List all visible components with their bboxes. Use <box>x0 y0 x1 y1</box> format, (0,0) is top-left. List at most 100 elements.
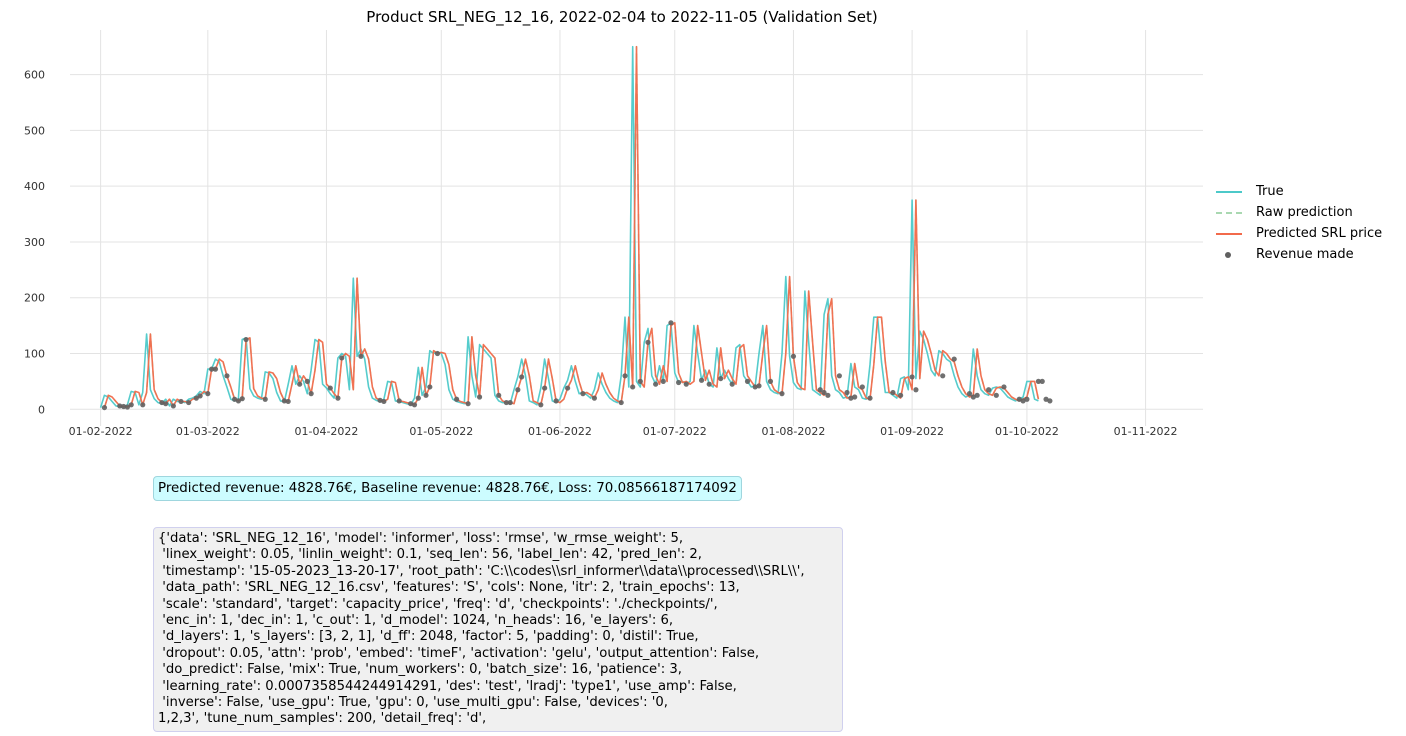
chart: Product SRL_NEG_12_16, 2022-02-04 to 202… <box>24 8 1203 438</box>
revenue-point <box>756 383 762 389</box>
revenue-point <box>507 399 513 406</box>
revenue-point <box>618 399 624 406</box>
y-tick-label: 300 <box>24 236 45 249</box>
revenue-point <box>285 398 291 405</box>
y-tick-label: 400 <box>24 180 45 193</box>
series-line-predicted-srl-price <box>103 45 1040 408</box>
revenue-point <box>825 392 831 398</box>
revenue-point <box>476 394 483 400</box>
revenue-point <box>465 401 471 407</box>
y-tick-label: 500 <box>24 124 45 137</box>
revenue-point <box>676 379 682 386</box>
series-line-true <box>99 45 1039 408</box>
revenue-point <box>660 378 666 384</box>
revenue-point <box>128 402 134 408</box>
revenue-point <box>262 396 268 402</box>
revenue-point <box>913 387 919 393</box>
y-tick-label: 600 <box>24 69 45 82</box>
revenue-point <box>1047 398 1053 404</box>
model-parameters: {'data': 'SRL_NEG_12_16', 'model': 'info… <box>153 527 843 732</box>
revenue-point <box>683 381 689 387</box>
revenue-summary: Predicted revenue: 4828.76€, Baseline re… <box>153 476 742 501</box>
revenue-point <box>197 393 203 399</box>
revenue-point <box>859 384 865 390</box>
revenue-point <box>729 381 735 387</box>
x-tick-label: 01-10-2022 <box>995 425 1059 438</box>
revenue-point <box>434 350 441 357</box>
y-tick-label: 100 <box>24 347 45 360</box>
revenue-point <box>124 404 131 410</box>
revenue-point <box>358 353 364 359</box>
revenue-point <box>817 387 823 393</box>
legend: True Raw prediction Predicted SRL price … <box>1214 181 1382 265</box>
revenue-point <box>951 356 957 362</box>
revenue-point <box>637 378 643 384</box>
x-tick-label: 01-11-2022 <box>1114 425 1178 438</box>
x-tick-label: 01-09-2022 <box>880 425 944 438</box>
x-tick-label: 01-02-2022 <box>69 425 133 438</box>
revenue-point <box>645 339 651 345</box>
plot-area <box>99 45 1053 411</box>
revenue-point <box>890 389 896 396</box>
revenue-point <box>515 387 521 393</box>
revenue-point <box>186 399 192 406</box>
series-revenue-made <box>101 320 1053 411</box>
revenue-point <box>580 391 586 397</box>
legend-swatch-revenue-made <box>1214 249 1244 261</box>
revenue-point <box>163 401 169 407</box>
axes: 0 100 200 300 400 500 600 01-02-2022 01-03-2022 0… <box>24 69 1178 438</box>
revenue-point <box>235 398 242 404</box>
legend-label-revenue-made: Revenue made <box>1256 247 1354 262</box>
revenue-point <box>327 385 333 391</box>
legend-item-predicted-srl-price: Predicted SRL price <box>1214 223 1382 244</box>
revenue-point <box>415 395 421 401</box>
revenue-point <box>205 391 211 397</box>
revenue-point <box>281 398 287 404</box>
revenue-point <box>396 398 402 404</box>
revenue-point <box>718 375 724 382</box>
legend-item-raw-prediction: Raw prediction <box>1214 202 1382 223</box>
revenue-point <box>411 402 418 408</box>
legend-label-predicted-srl-price: Predicted SRL price <box>1256 226 1383 241</box>
x-tick-label: 01-08-2022 <box>761 425 825 438</box>
revenue-point <box>120 403 127 410</box>
chart-title: Product SRL_NEG_12_16, 2022-02-04 to 202… <box>366 8 877 27</box>
revenue-point <box>974 392 980 398</box>
revenue-point <box>178 398 184 405</box>
revenue-point <box>630 384 636 390</box>
revenue-point <box>940 373 946 379</box>
revenue-point <box>381 398 387 405</box>
revenue-point <box>304 378 310 384</box>
revenue-point <box>193 395 199 401</box>
revenue-point <box>767 378 774 384</box>
revenue-point <box>706 381 712 387</box>
revenue-point <box>790 353 797 359</box>
legend-item-revenue-made: Revenue made <box>1214 244 1382 265</box>
revenue-point <box>779 391 785 397</box>
revenue-point <box>852 394 858 400</box>
revenue-point <box>844 389 850 396</box>
x-tick-label: 01-04-2022 <box>294 425 358 438</box>
x-tick-label: 01-05-2022 <box>409 425 473 438</box>
revenue-point <box>224 373 230 379</box>
legend-label-true: True <box>1256 184 1284 199</box>
revenue-point <box>1024 396 1030 402</box>
revenue-point <box>993 392 999 398</box>
revenue-point <box>1039 378 1045 384</box>
revenue-point <box>821 389 827 396</box>
revenue-point <box>243 336 249 343</box>
revenue-point <box>909 374 915 380</box>
revenue-point <box>898 392 904 398</box>
revenue-point <box>542 385 548 391</box>
revenue-point <box>212 366 219 372</box>
revenue-point <box>335 395 341 401</box>
revenue-point <box>553 398 559 404</box>
revenue-point <box>744 378 751 384</box>
revenue-point <box>297 381 303 387</box>
revenue-point <box>503 399 509 406</box>
revenue-point <box>519 374 525 380</box>
x-tick-label: 01-06-2022 <box>528 425 592 438</box>
revenue-point <box>209 366 215 372</box>
revenue-point <box>538 402 544 408</box>
revenue-point <box>101 404 108 411</box>
